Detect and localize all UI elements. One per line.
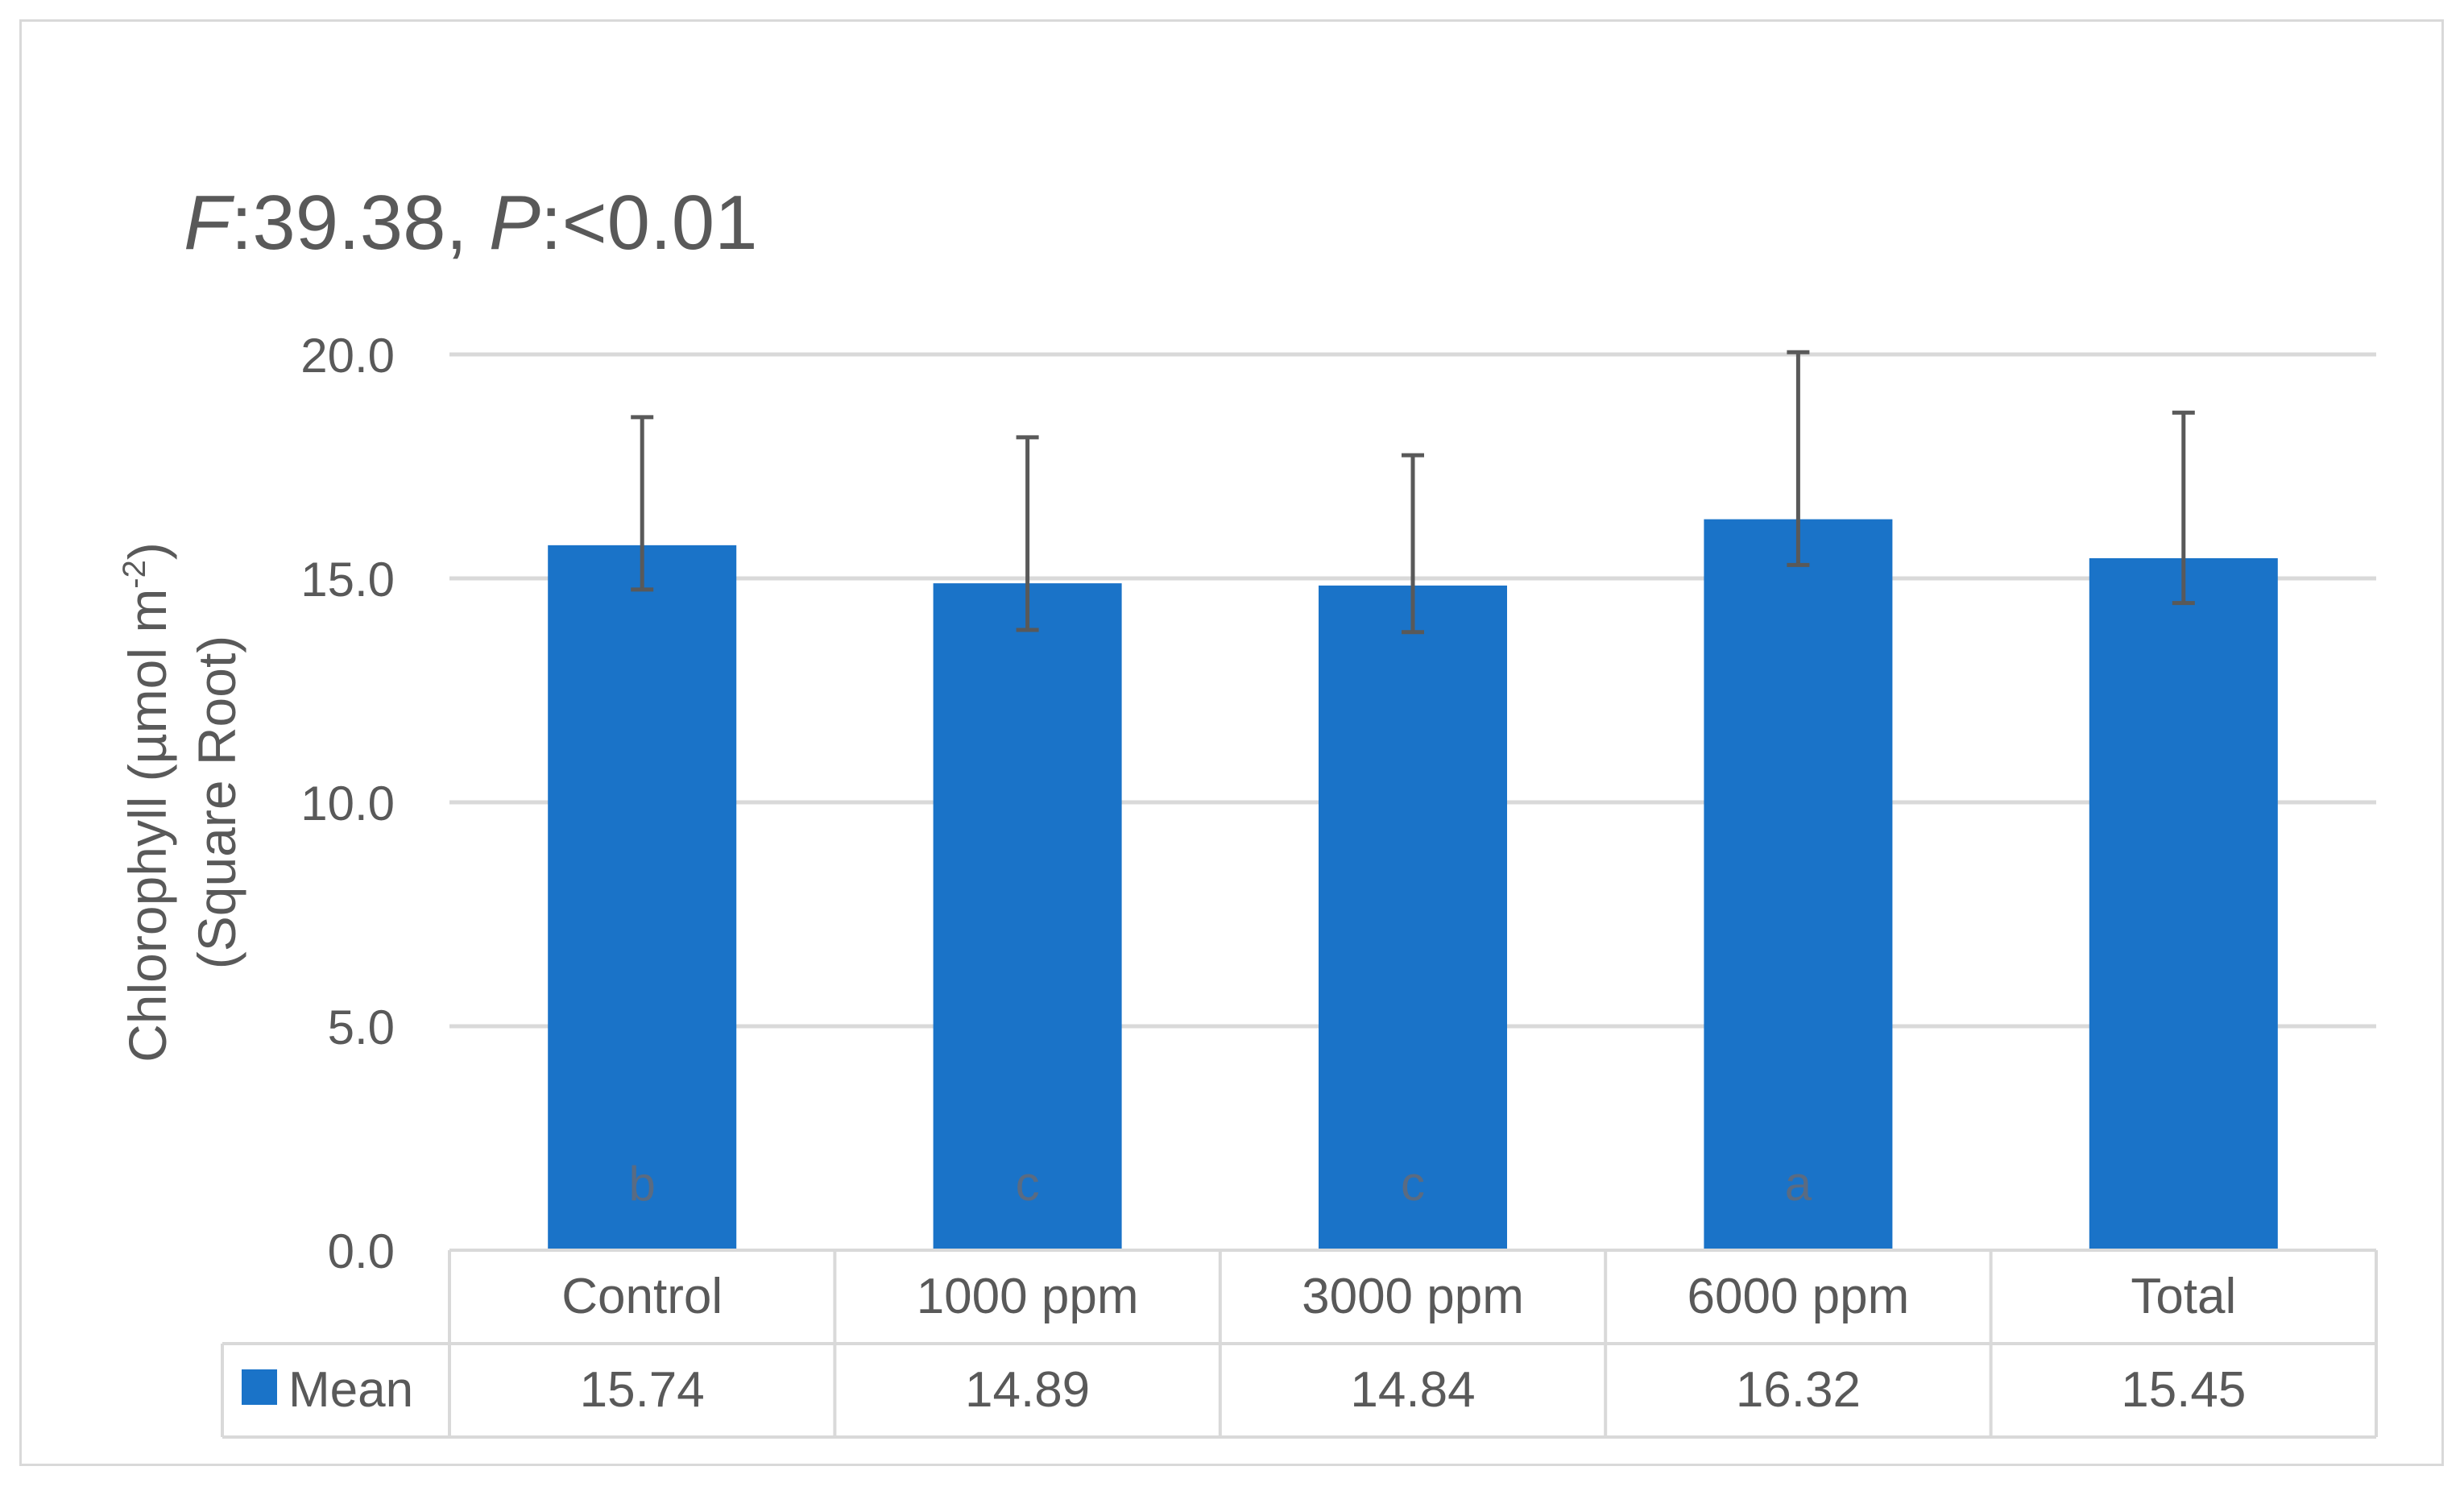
p-value: :<0.01 bbox=[540, 180, 758, 266]
y-axis-label-superscript: -2 bbox=[117, 560, 152, 589]
significance-letter: c bbox=[1401, 1157, 1425, 1211]
p-label: P bbox=[488, 180, 540, 266]
table-value: 15.45 bbox=[2121, 1362, 2246, 1418]
category-label: 6000 ppm bbox=[1688, 1269, 1910, 1324]
significance-letter: c bbox=[1016, 1157, 1040, 1211]
y-axis-label-line2: (Square Root) bbox=[187, 636, 246, 970]
y-axis-label-line1-end: ) bbox=[118, 542, 177, 560]
bar bbox=[1319, 585, 1507, 1250]
table-value: 15.74 bbox=[580, 1362, 705, 1418]
y-tick-label: 15.0 bbox=[300, 553, 395, 607]
bar bbox=[2089, 557, 2278, 1250]
table-value: 16.32 bbox=[1736, 1362, 1861, 1418]
bar bbox=[933, 583, 1122, 1250]
y-axis-label-line1: Chlorophyll (µmol m bbox=[118, 589, 177, 1062]
y-tick-label: 10.0 bbox=[300, 777, 395, 830]
category-label: Control bbox=[561, 1269, 723, 1324]
f-label: F bbox=[184, 180, 231, 266]
y-axis-label: Chlorophyll (µmol m-2) (Square Root) bbox=[117, 542, 246, 1062]
statistics-annotation: F:39.38, P:<0.01 bbox=[184, 179, 758, 267]
y-tick-label: 5.0 bbox=[328, 1000, 395, 1054]
table-value: 14.84 bbox=[1350, 1362, 1475, 1418]
table-value: 14.89 bbox=[965, 1362, 1090, 1418]
legend-swatch bbox=[242, 1369, 277, 1405]
category-label: Total bbox=[2131, 1269, 2236, 1324]
y-tick-label: 20.0 bbox=[300, 329, 395, 383]
category-label: 1000 ppm bbox=[917, 1269, 1139, 1324]
bar bbox=[1704, 519, 1893, 1250]
chart-frame bbox=[19, 19, 2444, 1466]
bar bbox=[548, 545, 737, 1250]
significance-letter: a bbox=[1785, 1157, 1812, 1211]
significance-letter: b bbox=[629, 1157, 656, 1211]
category-label: 3000 ppm bbox=[1302, 1269, 1524, 1324]
y-tick-label: 0.0 bbox=[328, 1224, 395, 1278]
legend-label: Mean bbox=[288, 1362, 413, 1418]
f-value: :39.38, bbox=[230, 180, 489, 266]
